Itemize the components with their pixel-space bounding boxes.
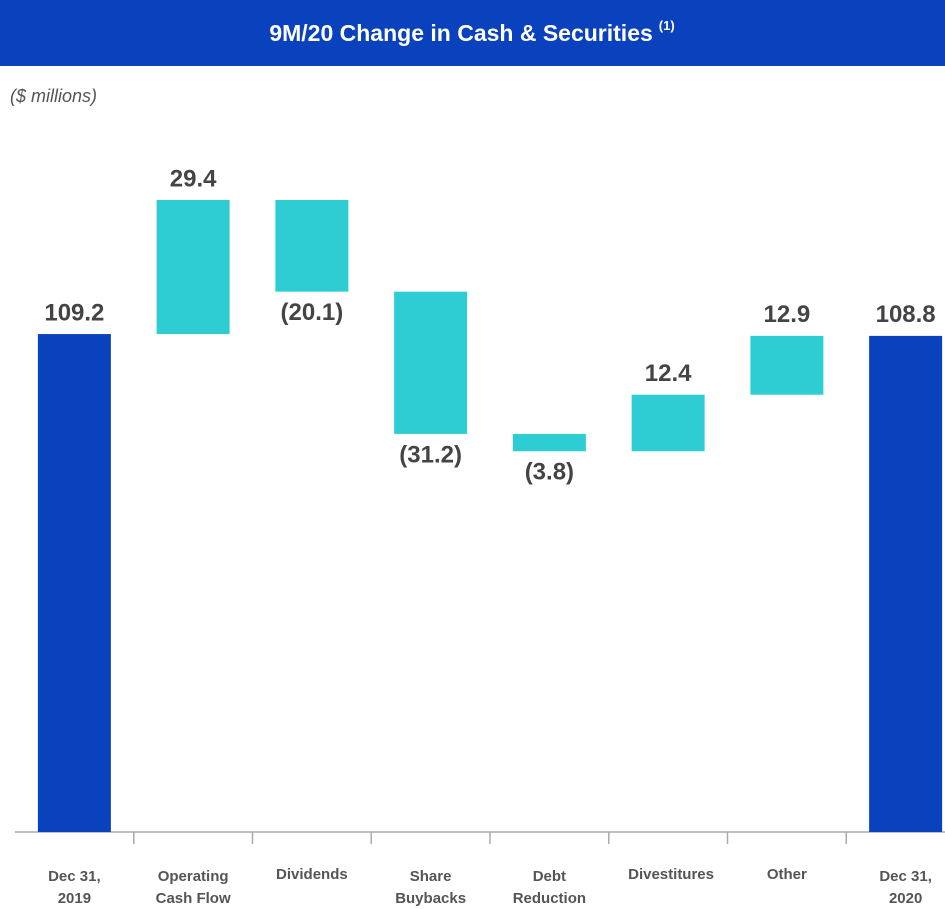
x-tick-label: Dividends [276, 866, 348, 883]
x-tick-label: Other [766, 866, 807, 883]
header-bar [0, 0, 945, 66]
value-label: (20.1) [281, 299, 344, 326]
bar [37, 334, 111, 832]
x-tick-label: Operating Cash Flow [155, 868, 231, 907]
title-text: 9M/20 Change in Cash & Securities [269, 20, 652, 46]
bar [512, 433, 586, 452]
x-tick-label: Share Buybacks [395, 868, 467, 907]
bar [869, 335, 943, 832]
x-tick-label: Dec 31, 2020 [879, 868, 932, 907]
value-label: (3.8) [525, 459, 574, 486]
bar [631, 394, 705, 452]
bar [275, 200, 349, 292]
value-label: 109.2 [44, 299, 104, 326]
value-label: 108.8 [876, 301, 936, 328]
chart-title: 9M/20 Change in Cash & Securities (1) [269, 18, 674, 46]
value-label: (31.2) [399, 441, 462, 468]
bar [156, 200, 230, 335]
x-tick-label: Dec 31, 2019 [48, 868, 101, 907]
value-label: 12.4 [645, 360, 692, 387]
bar [394, 291, 468, 434]
bar [750, 335, 824, 395]
x-tick-label: Divestitures [628, 866, 714, 883]
subtitle: ($ millions) [10, 86, 97, 106]
title-note: (1) [659, 18, 675, 33]
value-label: 29.4 [170, 165, 217, 192]
value-label: 12.9 [764, 301, 811, 328]
x-tick-label: Debt Reduction [512, 868, 587, 907]
